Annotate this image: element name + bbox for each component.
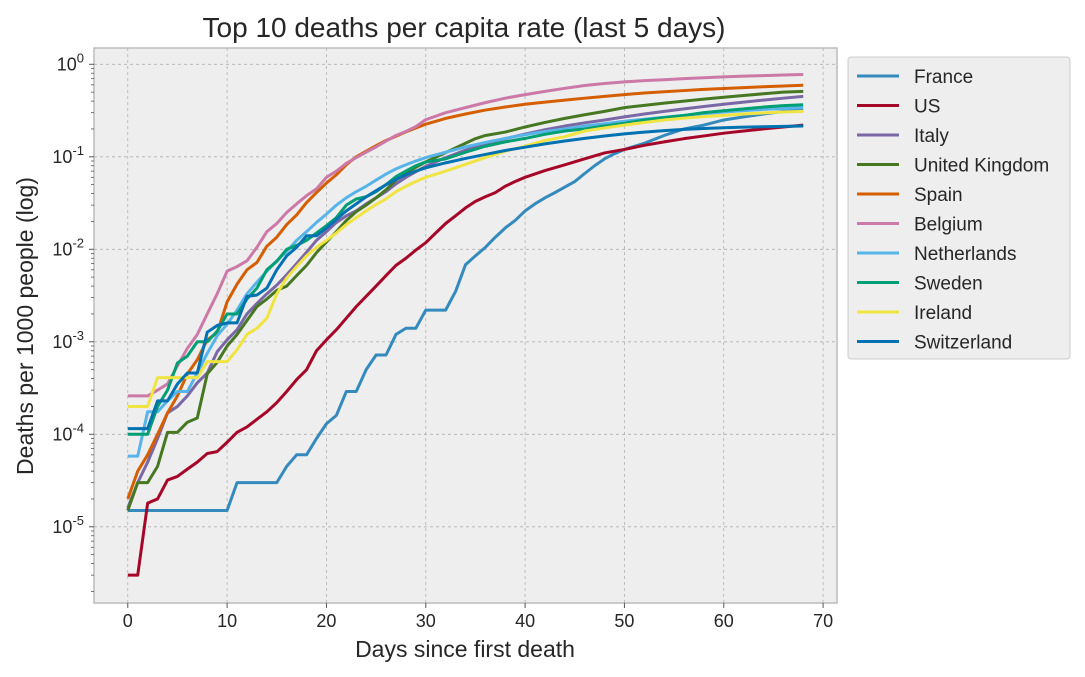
legend-item-netherlands: Netherlands (857, 244, 1016, 265)
series-line-belgium (127, 73, 804, 398)
legend-label: Italy (914, 126, 949, 147)
y-axis-label: Deaths per 1000 people (log) (12, 177, 38, 475)
x-tick-label: 50 (614, 611, 634, 631)
grid-lines (94, 48, 837, 603)
y-tick-label: 10-3 (52, 328, 84, 352)
y-tick-label: 10-1 (52, 143, 84, 167)
x-tick-label: 30 (416, 611, 436, 631)
series-lines (126, 73, 804, 577)
series-line-switzerland (127, 124, 804, 431)
x-tick-label: 70 (813, 611, 833, 631)
legend: France US Italy United Kingdom Spain Belgium N… (847, 56, 1071, 360)
legend-item-belgium: Belgium (857, 215, 983, 236)
x-tick-label: 10 (217, 611, 237, 631)
series-line-united-kingdom (126, 89, 804, 512)
legend-label: US (914, 97, 940, 118)
series-line-us (127, 123, 804, 577)
legend-label: Sweden (914, 274, 983, 295)
legend-label: Netherlands (914, 244, 1016, 265)
minor-ticks (91, 68, 94, 592)
x-axis-ticks: 0 10 20 30 40 50 60 70 (123, 603, 833, 631)
x-tick-label: 60 (714, 611, 734, 631)
legend-label: France (914, 67, 973, 88)
x-axis-label: Days since first death (355, 636, 575, 662)
x-tick-label: 40 (515, 611, 535, 631)
legend-item-ireland: Ireland (857, 303, 972, 324)
legend-item-us: US (857, 97, 940, 118)
legend-label: Switzerland (914, 333, 1012, 354)
legend-item-france: France (857, 67, 973, 88)
plot-area (93, 47, 838, 604)
x-tick-label: 0 (123, 611, 133, 631)
series-line-france (127, 108, 804, 512)
legend-item-italy: Italy (857, 126, 949, 147)
y-axis-ticks: 10-5 10-4 10-3 10-2 10-1 100 (52, 50, 94, 537)
series-line-ireland (127, 109, 804, 408)
legend-item-united-kingdom: United Kingdom (857, 156, 1049, 177)
legend-label: Ireland (914, 303, 972, 324)
y-tick-label: 100 (57, 50, 84, 74)
x-tick-label: 20 (316, 611, 336, 631)
chart-title: Top 10 deaths per capita rate (last 5 da… (203, 12, 726, 43)
legend-box (847, 56, 1071, 360)
legend-label: Spain (914, 185, 963, 206)
legend-item-switzerland: Switzerland (857, 333, 1012, 354)
legend-item-spain: Spain (857, 185, 963, 206)
y-tick-label: 10-2 (52, 235, 84, 259)
legend-label: United Kingdom (914, 156, 1049, 177)
legend-label: Belgium (914, 215, 983, 236)
legend-item-sweden: Sweden (857, 274, 983, 295)
y-tick-label: 10-5 (52, 513, 84, 537)
y-tick-label: 10-4 (52, 420, 84, 444)
